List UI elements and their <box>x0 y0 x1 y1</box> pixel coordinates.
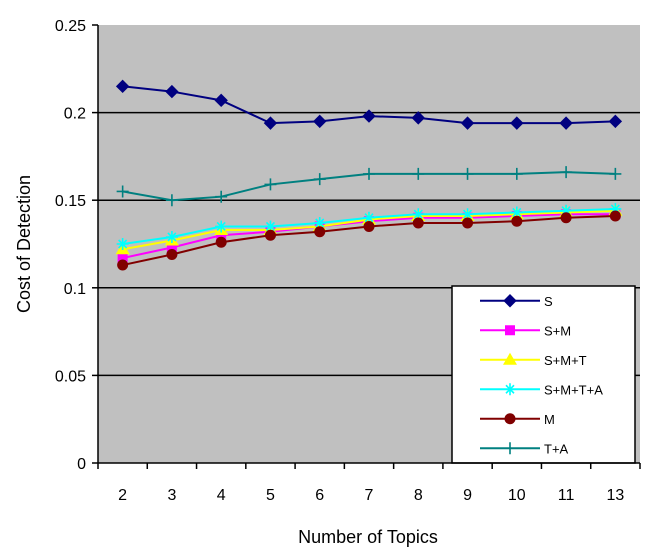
x-tick-label: 8 <box>414 487 423 504</box>
data-point <box>461 167 474 180</box>
y-tick-label: 0.1 <box>64 281 86 298</box>
data-point <box>412 208 425 221</box>
data-point <box>165 194 178 207</box>
data-point <box>505 325 515 336</box>
data-point <box>504 413 516 425</box>
data-point <box>166 242 177 253</box>
x-tick-label: 6 <box>315 487 324 504</box>
series-t-plus-a <box>116 166 622 207</box>
legend-box <box>451 285 636 464</box>
legend-label: S+M+T+A <box>544 382 603 397</box>
series-s-plus-m-plus-t-plus-a <box>116 202 622 250</box>
data-point <box>215 236 227 248</box>
data-point <box>116 185 129 198</box>
data-point <box>214 93 228 108</box>
legend-label: M <box>544 412 555 427</box>
data-point <box>411 111 425 125</box>
x-tick-label: 11 <box>558 487 575 504</box>
data-point <box>117 253 128 264</box>
data-point <box>264 229 276 241</box>
x-tick-label: 13 <box>606 487 624 504</box>
data-point <box>560 166 573 179</box>
data-point <box>313 216 326 229</box>
data-point <box>462 217 474 229</box>
data-point <box>165 84 179 99</box>
x-tick-label: 9 <box>463 487 472 504</box>
y-tick-label: 0.25 <box>55 18 86 35</box>
data-point <box>115 79 130 94</box>
data-point <box>510 206 523 219</box>
data-point <box>510 116 524 130</box>
data-point <box>313 173 326 186</box>
data-point <box>166 249 178 261</box>
series-m <box>117 210 621 271</box>
legend-label: S+M+T <box>544 353 587 368</box>
x-tick-label: 10 <box>508 487 526 504</box>
data-point <box>511 215 523 227</box>
data-point <box>263 116 278 130</box>
data-point <box>461 208 474 221</box>
legend-label: T+A <box>544 441 569 456</box>
y-tick-label: 0 <box>77 456 86 473</box>
legend-entry: S <box>480 294 553 309</box>
x-tick-label: 3 <box>167 487 176 504</box>
data-point <box>609 202 622 215</box>
legend-label: S+M <box>544 323 571 338</box>
legend-entry: S+M+T+A <box>480 382 603 397</box>
x-tick-label: 2 <box>118 487 127 504</box>
legend-label: S <box>544 294 553 309</box>
data-point <box>117 259 129 271</box>
data-point <box>504 383 516 396</box>
data-point <box>165 230 178 243</box>
data-point <box>609 210 621 222</box>
data-point <box>503 352 517 365</box>
data-point <box>503 294 517 308</box>
data-point <box>560 212 572 224</box>
y-axis-title: Cost of Detection <box>14 175 34 313</box>
data-point <box>559 116 573 130</box>
data-point <box>412 217 424 229</box>
data-point <box>609 167 622 180</box>
data-point <box>264 178 277 191</box>
data-point <box>363 220 375 232</box>
data-point <box>215 220 228 233</box>
y-tick-label: 0.15 <box>55 193 86 210</box>
x-tick-label: 5 <box>266 487 275 504</box>
data-point <box>215 190 228 203</box>
y-tick-label: 0.2 <box>64 106 86 123</box>
data-point <box>510 167 523 180</box>
legend-entry: M <box>480 412 555 427</box>
legend-entry: S+M <box>480 323 571 338</box>
data-point <box>460 116 475 130</box>
series-s <box>115 79 623 130</box>
data-point <box>216 230 227 241</box>
data-point <box>314 226 326 238</box>
data-point <box>560 204 573 217</box>
data-point <box>264 220 277 233</box>
data-point <box>116 238 129 250</box>
y-tick-label: 0.05 <box>55 368 86 385</box>
data-point <box>608 114 623 129</box>
x-tick-label: 7 <box>365 487 374 504</box>
legend-entry: T+A <box>480 441 569 456</box>
data-point <box>363 167 375 180</box>
data-point <box>313 114 327 129</box>
x-axis-title: Number of Topics <box>298 527 438 547</box>
data-point <box>362 109 376 123</box>
data-point <box>504 442 516 455</box>
data-point <box>363 211 375 224</box>
data-point <box>412 167 425 180</box>
legend-entry: S+M+T <box>480 352 587 368</box>
x-tick-label: 4 <box>217 487 226 504</box>
